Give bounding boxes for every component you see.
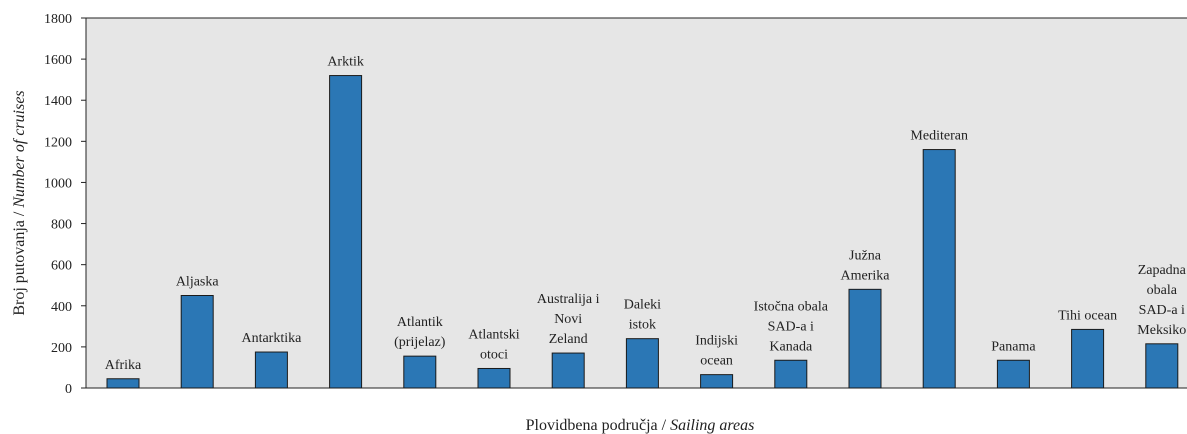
- bar: [1145, 343, 1179, 389]
- category-label-line: Amerika: [841, 268, 891, 283]
- category-label-line: Zapadna: [1138, 263, 1187, 278]
- category-label: Daleki istok: [624, 298, 661, 333]
- bar: [106, 378, 140, 389]
- y-tick-label: 200: [51, 341, 72, 356]
- category-label: Afrika: [105, 358, 142, 373]
- category-label-line: ocean: [700, 354, 733, 369]
- bar: [1071, 328, 1105, 389]
- y-tick-label: 1200: [44, 135, 72, 150]
- category-label: Antarktika: [241, 331, 302, 346]
- y-tick-label: 1400: [44, 94, 72, 109]
- category-label-line: SAD-a i: [768, 319, 814, 334]
- category-label: Zapadna obala SAD-a i Meksiko: [1137, 263, 1186, 338]
- category-label-line: istok: [629, 318, 656, 333]
- category-label-line: Indijski: [695, 334, 738, 349]
- category-label-line: Atlantski: [468, 327, 519, 342]
- category-label-line: Novi: [554, 312, 582, 327]
- category-label-line: (prijelaz): [394, 335, 446, 350]
- bar: [403, 355, 437, 389]
- category-label-line: Afrika: [105, 358, 142, 373]
- y-label-text: Broj putovanja /: [11, 211, 28, 316]
- bar: [848, 288, 882, 389]
- category-label-line: Australija i: [537, 292, 600, 307]
- category-label-line: SAD-a i: [1139, 303, 1185, 318]
- bar: [922, 149, 956, 389]
- bar: [180, 295, 214, 389]
- bar: [477, 367, 511, 389]
- y-label-italic: Number of cruises: [11, 90, 28, 208]
- x-label-text: Plovidbena područja /: [526, 417, 667, 434]
- category-label: Australija i Novi Zeland: [537, 292, 600, 347]
- category-label: Tihi ocean: [1058, 308, 1117, 323]
- category-label: Aljaska: [176, 275, 220, 290]
- y-tick-label: 800: [51, 218, 72, 233]
- y-tick-label: 1800: [44, 12, 72, 27]
- y-tick-label: 400: [51, 300, 72, 315]
- bar: [774, 359, 808, 389]
- bar: [700, 374, 734, 389]
- x-axis-label: Plovidbena područja / Sailing areas: [526, 417, 755, 434]
- category-label-line: Zeland: [549, 332, 588, 347]
- bar: [551, 352, 585, 389]
- category-label-line: Atlantik: [397, 315, 443, 330]
- category-label-line: Aljaska: [176, 275, 220, 290]
- plot-area: [86, 18, 1187, 388]
- category-label: Atlantski otoci: [468, 327, 519, 362]
- category-label: Mediteran: [910, 129, 968, 144]
- bar: [625, 338, 659, 389]
- category-label-line: Kanada: [769, 339, 813, 354]
- category-label: Panama: [991, 339, 1036, 354]
- y-tick-label: 1000: [44, 176, 72, 191]
- category-label-line: obala: [1147, 283, 1178, 298]
- bar: [254, 351, 288, 389]
- category-label-line: Meksiko: [1137, 323, 1186, 338]
- category-label: Atlantik (prijelaz): [394, 315, 446, 350]
- y-tick-label: 600: [51, 259, 72, 274]
- category-label-line: Istočna obala: [754, 299, 829, 314]
- y-axis-label: Broj putovanja / Number of cruises: [11, 90, 28, 315]
- category-label-line: otoci: [480, 347, 508, 362]
- y-tick-label: 0: [65, 382, 72, 397]
- category-label-line: Južna: [849, 248, 882, 263]
- category-label: Južna Amerika: [841, 248, 891, 283]
- category-label: Arktik: [327, 55, 364, 70]
- y-tick-label: 1600: [44, 53, 72, 68]
- category-label-line: Tihi ocean: [1058, 308, 1117, 323]
- bar: [329, 75, 363, 389]
- category-label-line: Antarktika: [241, 331, 302, 346]
- category-label-line: Arktik: [327, 55, 364, 70]
- bar: [996, 359, 1030, 389]
- category-label: Istočna obala SAD-a i Kanada: [754, 299, 829, 354]
- category-label-line: Daleki: [624, 298, 661, 313]
- x-label-italic: Sailing areas: [670, 417, 754, 434]
- category-label-line: Mediteran: [910, 129, 968, 144]
- category-label-line: Panama: [991, 339, 1036, 354]
- category-label: Indijski ocean: [695, 334, 738, 369]
